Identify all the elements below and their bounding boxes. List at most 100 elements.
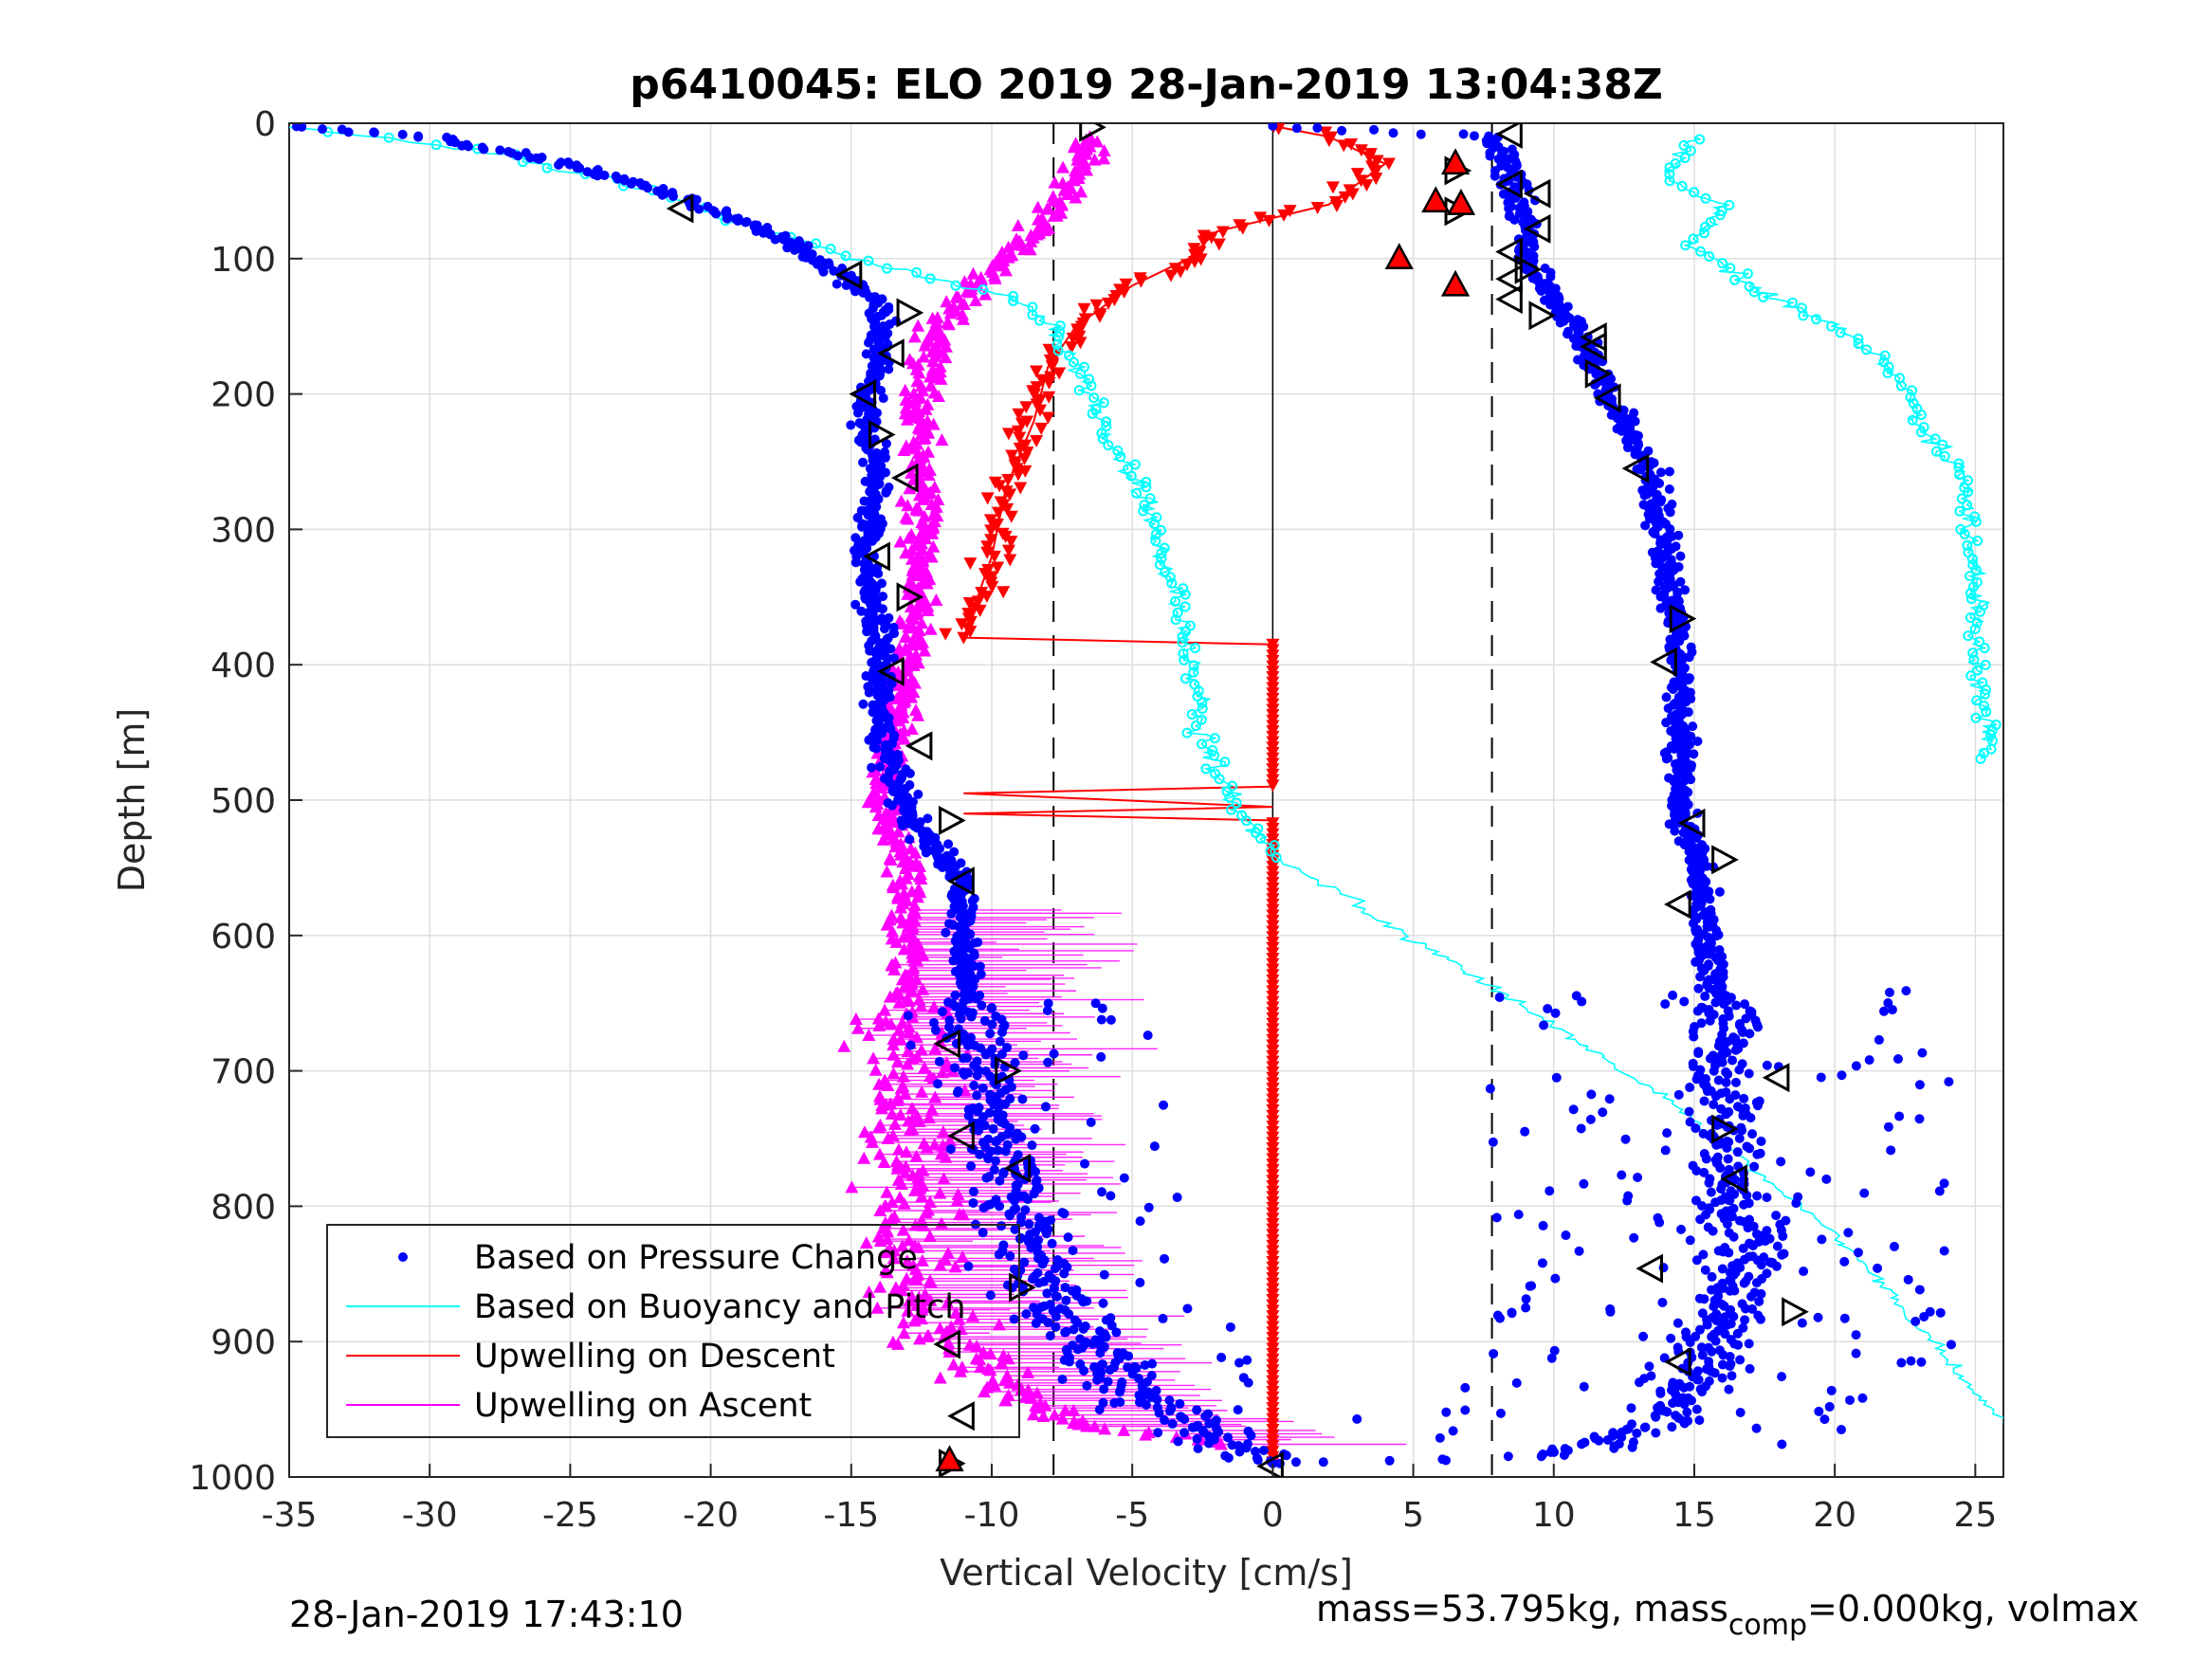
upwelling-ascent-point: [929, 592, 943, 606]
upwelling-descent-point: [1322, 135, 1336, 148]
pressure-change-point: [1576, 1123, 1586, 1134]
pressure-change-point: [1666, 1333, 1676, 1343]
upwelling-ascent-point: [901, 1304, 915, 1317]
chart-title: p6410045: ELO 2019 28-Jan-2019 13:04:38Z: [630, 61, 1662, 109]
pressure-change-point: [1698, 1128, 1709, 1139]
pressure-change-point: [949, 847, 960, 857]
pressure-change-point: [852, 408, 863, 418]
pressure-change-point: [1754, 1296, 1764, 1306]
upwelling-ascent-point: [845, 1180, 859, 1194]
y-tick-label: 800: [210, 1188, 276, 1227]
buoyancy-pitch-point: [1112, 446, 1124, 457]
pressure-change-point: [1151, 1385, 1161, 1395]
buoyancy-pitch-point: [1811, 314, 1822, 325]
pressure-change-point: [1312, 123, 1323, 133]
pressure-change-point: [994, 1249, 1004, 1260]
upwelling-ascent-point: [851, 1021, 866, 1034]
pressure-change-point: [1022, 1194, 1033, 1205]
buoyancy-pitch-point: [1918, 422, 1929, 433]
pressure-change-point: [1503, 1451, 1513, 1462]
buoyancy-pitch-point: [1054, 326, 1066, 337]
upwelling-ascent-point: [927, 480, 941, 493]
upwelling-ascent-point: [1042, 221, 1056, 234]
pressure-change-point: [1098, 1397, 1108, 1408]
pressure-change-point: [955, 1003, 965, 1013]
pressure-change-point: [1646, 499, 1656, 509]
upwelling-ascent-point: [941, 1246, 956, 1259]
pressure-change-point: [1914, 1080, 1925, 1090]
pressure-change-point: [1701, 1074, 1711, 1085]
buoyancy-pitch-point: [1882, 367, 1893, 378]
upwelling-ascent-point: [1033, 1396, 1048, 1410]
upwelling-ascent-point: [877, 1156, 891, 1169]
upwelling-descent-point: [1020, 447, 1034, 460]
pressure-change-point: [668, 191, 679, 202]
pressure-change-point: [1043, 1318, 1053, 1328]
upwelling-ascent-point: [916, 982, 930, 995]
pressure-change-point: [1460, 1405, 1471, 1415]
upwelling-ascent-point: [906, 1258, 921, 1271]
pressure-change-point: [1626, 1403, 1636, 1413]
upwelling-descent-point: [1188, 248, 1202, 262]
upwelling-ascent-point: [926, 417, 941, 430]
pressure-change-point: [1441, 1407, 1452, 1417]
pressure-change-point: [1075, 1359, 1086, 1370]
pressure-change-point: [1051, 1311, 1061, 1322]
buoyancy-pitch-point: [1704, 251, 1715, 263]
upwelling-ascent-point: [907, 330, 922, 343]
pressure-change-point: [1158, 1313, 1168, 1323]
upwelling-ascent-point: [837, 1039, 851, 1052]
pressure-change-point: [1042, 1288, 1052, 1299]
pressure-change-point: [1704, 1376, 1714, 1386]
pressure-change-point: [1946, 1340, 1956, 1350]
buoyancy-pitch-point: [1155, 559, 1166, 571]
black-triangle-marker: [1636, 1253, 1664, 1284]
upwelling-ascent-point: [923, 1195, 937, 1209]
pressure-change-point: [1099, 1384, 1109, 1395]
x-tick-label: 25: [1953, 1496, 1997, 1535]
upwelling-ascent-point: [946, 1358, 960, 1371]
black-triangle-marker: [1495, 237, 1523, 267]
pressure-change-point: [1141, 1400, 1151, 1411]
upwelling-ascent-point: [891, 825, 905, 838]
pressure-change-point: [1901, 986, 1911, 996]
pressure-change-point: [1706, 1187, 1716, 1197]
upwelling-ascent-point: [923, 572, 937, 585]
buoyancy-pitch-point: [1853, 338, 1864, 350]
pressure-change-point: [1671, 1411, 1681, 1421]
buoyancy-pitch-point: [1956, 493, 1967, 504]
buoyancy-pitch-point: [1188, 660, 1199, 671]
pressure-change-point: [1112, 1348, 1123, 1358]
buoyancy-pitch-point: [1144, 493, 1156, 504]
buoyancy-pitch-point: [1166, 577, 1178, 589]
pressure-change-point: [850, 557, 861, 568]
pressure-change-point: [1539, 1020, 1549, 1030]
upwelling-ascent-point: [1018, 1390, 1033, 1403]
upwelling-ascent-point: [1011, 219, 1025, 232]
pressure-change-point: [1726, 1186, 1736, 1196]
pressure-change-point: [1739, 1093, 1749, 1103]
pressure-change-point: [1200, 1411, 1211, 1421]
upwelling-descent-point: [1350, 168, 1364, 181]
pressure-change-point: [1352, 1413, 1362, 1424]
pressure-change-point: [1057, 1374, 1068, 1384]
upwelling-descent-point: [1283, 205, 1297, 218]
buoyancy-pitch-point: [1970, 712, 1982, 723]
pressure-change-point: [643, 183, 653, 193]
pressure-change-point: [1723, 1154, 1733, 1164]
pressure-change-point: [1521, 1294, 1531, 1304]
pressure-change-point: [952, 1087, 962, 1098]
pressure-change-point: [1627, 1419, 1637, 1430]
upwelling-ascent-point: [928, 1090, 942, 1103]
pressure-change-point: [1106, 1014, 1116, 1025]
pressure-change-point: [1730, 1090, 1741, 1101]
pressure-change-point: [963, 1110, 974, 1121]
pressure-change-point: [1697, 1350, 1708, 1360]
buoyancy-pitch-point: [1894, 373, 1906, 384]
upwelling-ascent-point: [914, 866, 928, 880]
upwelling-ascent-point: [923, 1274, 937, 1287]
pressure-change-point: [1851, 1061, 1861, 1071]
pressure-change-point: [1914, 1285, 1925, 1295]
pressure-change-point: [1384, 1455, 1395, 1466]
